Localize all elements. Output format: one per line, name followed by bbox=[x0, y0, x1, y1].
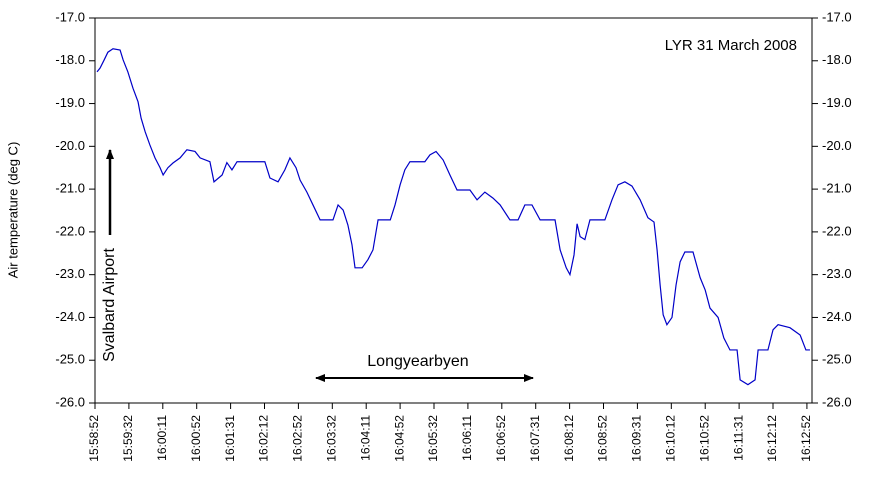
y2-tick-label: -26.0 bbox=[822, 394, 852, 409]
y2-tick-label: -19.0 bbox=[822, 95, 852, 110]
y-tick-label: -18.0 bbox=[55, 52, 85, 67]
x-tick-label: 16:08:52 bbox=[596, 415, 610, 462]
y-axis-label: Air temperature (deg C) bbox=[5, 142, 20, 279]
y2-tick-label: -21.0 bbox=[822, 181, 852, 196]
y2-tick-label: -24.0 bbox=[822, 309, 852, 324]
x-tick-label: 16:05:32 bbox=[426, 415, 440, 462]
y-tick-label: -26.0 bbox=[55, 394, 85, 409]
x-tick-label: 16:06:11 bbox=[460, 415, 474, 461]
x-tick-label: 16:02:52 bbox=[291, 415, 305, 462]
annotation: Longyearbyen bbox=[367, 353, 468, 370]
y2-tick-label: -20.0 bbox=[822, 138, 852, 153]
y-tick-label: -17.0 bbox=[55, 9, 85, 24]
annotation: Svalbard Airport bbox=[101, 248, 118, 362]
x-tick-label: 16:12:12 bbox=[765, 415, 779, 462]
y2-tick-label: -23.0 bbox=[822, 266, 852, 281]
y-tick-label: -24.0 bbox=[55, 309, 85, 324]
x-tick-label: 16:06:52 bbox=[494, 415, 508, 462]
y-tick-label: -25.0 bbox=[55, 352, 85, 367]
y-tick-label: -21.0 bbox=[55, 181, 85, 196]
x-tick-label: 16:10:12 bbox=[663, 415, 677, 462]
x-tick-label: 16:11:31 bbox=[731, 415, 745, 461]
data-line bbox=[96, 48, 810, 386]
plot-frame bbox=[94, 17, 813, 404]
y2-tick-label: -25.0 bbox=[822, 352, 852, 367]
x-tick-label: 16:10:52 bbox=[697, 415, 711, 462]
y-tick-label: -20.0 bbox=[55, 138, 85, 153]
y2-tick-label: -22.0 bbox=[822, 223, 852, 238]
y-tick-label: -19.0 bbox=[55, 95, 85, 110]
annotation: LYR 31 March 2008 bbox=[665, 37, 797, 54]
x-tick-label: 16:02:12 bbox=[257, 415, 271, 462]
x-tick-label: 16:00:11 bbox=[155, 415, 169, 461]
y-tick-label: -23.0 bbox=[55, 266, 85, 281]
x-tick-label: 16:12:52 bbox=[799, 415, 813, 462]
y-tick-label: -22.0 bbox=[55, 223, 85, 238]
x-tick-label: 16:04:52 bbox=[392, 415, 406, 462]
x-tick-label: 15:58:52 bbox=[87, 415, 101, 462]
x-tick-label: 16:08:12 bbox=[562, 415, 576, 462]
x-tick-label: 16:00:52 bbox=[189, 415, 203, 462]
y2-tick-label: -18.0 bbox=[822, 52, 852, 67]
x-tick-label: 16:03:32 bbox=[324, 415, 338, 462]
x-tick-label: 16:01:31 bbox=[223, 415, 237, 462]
x-tick-label: 16:07:31 bbox=[528, 415, 542, 462]
x-tick-label: 16:09:31 bbox=[630, 415, 644, 462]
y2-tick-label: -17.0 bbox=[822, 9, 852, 24]
x-tick-label: 16:04:11 bbox=[358, 415, 372, 461]
x-tick-label: 15:59:32 bbox=[121, 415, 135, 462]
